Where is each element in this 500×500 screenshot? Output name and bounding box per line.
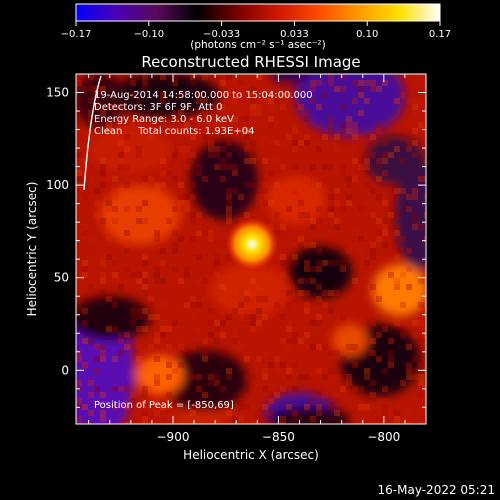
colorbar-tick-label: −0.17 <box>61 29 92 40</box>
solar-limb <box>83 75 102 191</box>
y-tick-label: 150 <box>46 86 69 100</box>
peak-source <box>226 218 278 270</box>
clean-counts: Clean Total counts: 1.93E+04 <box>94 126 254 137</box>
y-tick-label: 0 <box>61 363 69 377</box>
colorbar-tick-label: 0.033 <box>280 29 309 40</box>
x-tick-label: −800 <box>367 430 400 444</box>
x-tick-label: −900 <box>157 430 190 444</box>
colorbar-unit-label: (photons cm⁻² s⁻¹ asec⁻²) <box>190 39 325 51</box>
colorbar-tick-label: −0.10 <box>133 29 164 40</box>
timestamp: 16-May-2022 05:21 <box>378 483 495 497</box>
detectors: Detectors: 3F 6F 9F, Att 0 <box>94 102 222 113</box>
colorbar-tick-label: 0.10 <box>356 29 378 40</box>
y-axis-label: Heliocentric Y (arcsec) <box>25 182 39 317</box>
y-tick-label: 100 <box>46 178 69 192</box>
heatmap <box>76 74 426 424</box>
x-tick-label: −850 <box>262 430 295 444</box>
colorbar-tick-label: 0.17 <box>429 29 451 40</box>
plot-frame <box>75 73 427 425</box>
x-axis-label: Heliocentric X (arcsec) <box>183 448 319 462</box>
peak-position: Position of Peak = [-850,69] <box>94 400 234 411</box>
heatmap-pixels <box>76 74 426 424</box>
time-range: 19-Aug-2014 14:58:00.000 to 15:04:00.000 <box>94 90 313 101</box>
y-tick-label: 50 <box>54 271 69 285</box>
chart-title: Reconstructed RHESSI Image <box>141 53 360 71</box>
colorbar-ticks: −0.17 −0.10 −0.033 0.033 0.10 0.17 <box>61 21 451 40</box>
energy-range: Energy Range: 3.0 - 6.0 keV <box>94 114 234 125</box>
axis-ticks: −900 −850 −800 0 50 100 150 <box>46 73 427 444</box>
colorbar-tick-label: −0.033 <box>203 29 240 40</box>
colorbar <box>75 3 441 22</box>
